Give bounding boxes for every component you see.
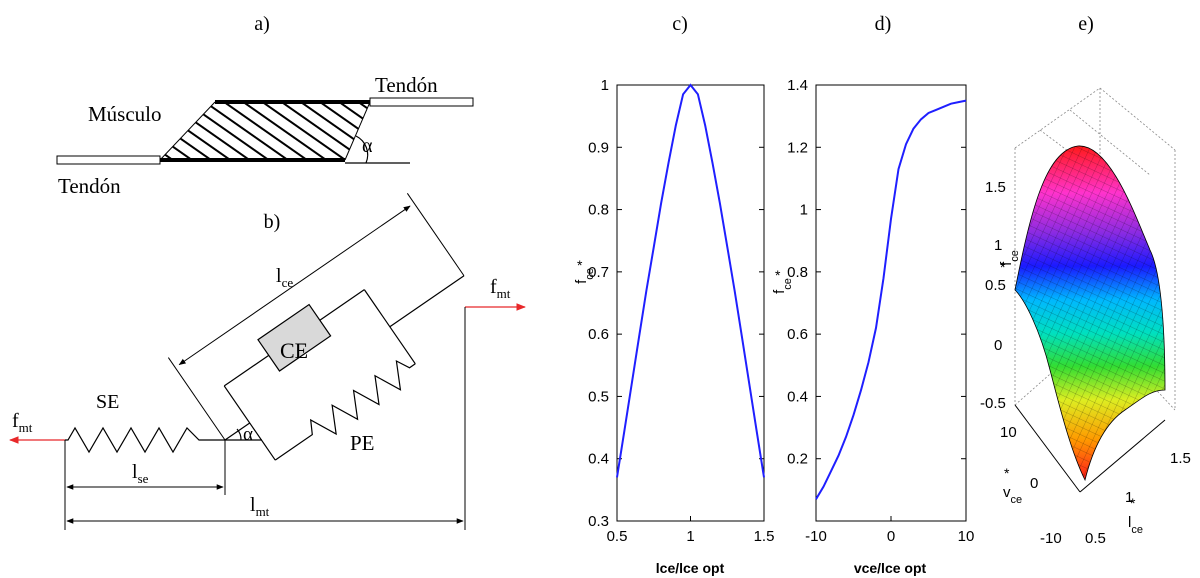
axes-d-frame — [815, 84, 967, 522]
lce-ext-right — [406, 193, 465, 277]
muscle-label: Músculo — [88, 102, 162, 126]
axes-c-xtick-label: 0.5 — [607, 528, 628, 545]
panel-d: d) -10 0 10 0.2 0.4 0.6 0.8 1 1.2 1.4 vce/lce opt… — [771, 13, 974, 576]
pennation-angle-a: α — [362, 135, 373, 157]
muscle-left-edge — [159, 101, 216, 161]
axes-c-ytick-label: 0.6 — [588, 326, 609, 343]
axes-e-llabel-star: * — [1130, 495, 1136, 511]
assembly-left-bar — [223, 385, 276, 461]
series-c-curve — [616, 83, 765, 478]
axes-d-xtick-label: 10 — [958, 528, 975, 545]
lce-dimension — [178, 205, 411, 366]
axes-c-xtick-label: 1.5 — [754, 528, 775, 545]
surface-e-mesh — [1015, 145, 1165, 480]
axes-c-ytick-label: 0.5 — [588, 388, 609, 405]
axes-c-ytick-label: 0.3 — [588, 513, 609, 530]
assembly-right-lead — [389, 275, 465, 328]
axes-d-ticks: -10 0 10 0.2 0.4 0.6 0.8 1 1.2 1.4 — [787, 77, 974, 545]
axes-c-ytick-label: 0.9 — [588, 139, 609, 156]
axes-d-ylabel: fce — [771, 278, 794, 294]
axes-d-xtick-label: 0 — [887, 528, 895, 545]
axes-e-vlabel-star: * — [1004, 465, 1010, 481]
se-label: SE — [96, 391, 119, 413]
assembly-left-lead — [224, 422, 251, 441]
panel-c-label: c) — [672, 13, 688, 35]
fmt-right-label: fmt — [490, 276, 511, 301]
e-ztick-1: 1 — [994, 237, 1002, 254]
pennation-arc — [355, 135, 369, 164]
lce-label: lce — [276, 265, 293, 290]
se-spring — [65, 426, 225, 454]
axes-d-ytick-label: 0.6 — [787, 326, 808, 343]
axes-d-ytick-label: 0.2 — [787, 451, 808, 468]
axes-c-ylabel-star: * — [577, 257, 583, 273]
panel-c: c) 0.5 1 1.5 0.3 0.4 0.5 0.6 0.7 0.8 0.9 1 lce/lce… — [573, 13, 774, 576]
e-vtick-0: 10 — [1000, 424, 1017, 441]
e-ltick-0: 1.5 — [1170, 450, 1191, 467]
panel-b-label: b) — [264, 211, 281, 233]
axes-c-frame — [616, 84, 765, 522]
axes-c-ytick-label: 0.4 — [588, 451, 609, 468]
axes-c-ticks: 0.5 1 1.5 0.3 0.4 0.5 0.6 0.7 0.8 0.9 1 — [588, 77, 774, 545]
muscle-hatch — [160, 102, 370, 160]
pe-spring — [274, 359, 416, 461]
ce-label: CE — [280, 338, 308, 363]
axes-c-ytick-label: 0.7 — [588, 264, 609, 281]
e-ztick-3: 0 — [994, 337, 1002, 354]
fmt-left-label: fmt — [12, 410, 33, 435]
pe-label: PE — [350, 431, 375, 455]
series-d-curve — [815, 99, 967, 500]
axes-e-llabel: lce — [1128, 514, 1143, 536]
lse-label: lse — [132, 461, 149, 486]
axes-d-ytick-label: 1 — [800, 202, 808, 219]
panel-e: e) 1.5 1 0.5 0 -0.5 fce * 10 0 -10 vc — [980, 13, 1191, 547]
e-ztick-2: 0.5 — [985, 277, 1006, 294]
e-ztick-0: 1.5 — [985, 179, 1006, 196]
axes-e-lines — [1014, 404, 1166, 493]
axes-d-xlabel: vce/lce opt — [854, 560, 927, 576]
axes-d-xtick-label: -10 — [805, 528, 827, 545]
e-ltick-1: 1 — [1125, 489, 1133, 506]
axes-c-ytick-label: 1 — [601, 77, 609, 94]
lce-ext-left — [167, 357, 226, 441]
ce-right-wire — [319, 289, 365, 321]
axes-c-xlabel: lce/lce opt — [656, 560, 725, 576]
axes-c-ytick-label: 0.8 — [588, 202, 609, 219]
tendon-right-rect — [369, 97, 474, 107]
axes-d-ytick-label: 1.2 — [787, 139, 808, 156]
e-ztick-4: -0.5 — [980, 395, 1006, 412]
tendon-left-label: Tendón — [58, 174, 121, 198]
lmt-label: lmt — [250, 494, 270, 519]
panel-a-label: a) — [254, 13, 270, 35]
axes-d-ytick-label: 1.4 — [787, 77, 808, 94]
ce-left-wire — [223, 354, 270, 387]
panel-b: b) fmt fmt SE α CE PE lce — [9, 193, 526, 530]
axes-d-ylabel-star: * — [775, 267, 781, 283]
pennation-angle-b: α — [243, 424, 253, 445]
panel-e-label: e) — [1078, 13, 1094, 35]
axes-e-vlabel: vce — [1003, 484, 1022, 506]
axes-c-xtick-label: 1 — [686, 528, 694, 545]
axes-d-ytick-label: 0.4 — [787, 388, 808, 405]
axes-e-zlabel-star: * — [1000, 259, 1006, 275]
e-ltick-2: 0.5 — [1085, 530, 1106, 547]
tendon-left-rect — [56, 155, 161, 165]
e-vtick-1: 0 — [1030, 475, 1038, 492]
axes-c-ylabel: fce — [573, 268, 596, 284]
tendon-right-label: Tendón — [375, 73, 438, 97]
alpha-arc-b — [236, 428, 242, 441]
axes-e-zlabel: fce — [998, 250, 1021, 266]
panel-d-label: d) — [875, 13, 892, 35]
muscle-right-edge — [344, 101, 371, 161]
axes-d-ytick-label: 0.8 — [787, 264, 808, 281]
panel-a: a) α Músculo Tendón Tendón — [56, 13, 474, 198]
e-vtick-2: -10 — [1040, 530, 1062, 547]
ce-pe-assembly — [167, 193, 465, 461]
